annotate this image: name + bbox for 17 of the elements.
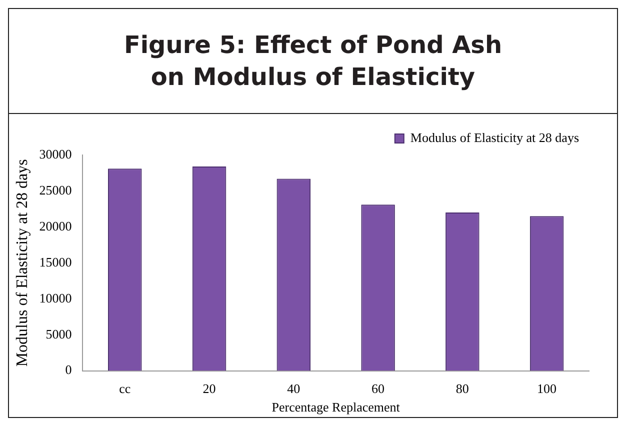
x-tick-label: 80 — [456, 381, 469, 396]
y-tick-label: 10000 — [39, 290, 72, 306]
y-axis-title: Modulus of Elasticity at 28 days — [14, 159, 31, 367]
chart-title: Figure 5: Effect of Pond Ash on Modulus of Elasticity — [9, 9, 617, 114]
x-tick-label: 100 — [537, 381, 557, 396]
x-tick-label: cc — [119, 381, 131, 396]
y-tick-label: 25000 — [39, 182, 72, 198]
x-tick-label: 20 — [202, 381, 216, 396]
legend-label: Modulus of Elasticity at 28 days — [410, 130, 580, 145]
y-tick-label: 20000 — [39, 218, 72, 234]
x-tick-label: 40 — [287, 381, 300, 396]
x-axis-title: Percentage Replacement — [272, 400, 400, 415]
y-tick-label: 15000 — [39, 254, 72, 270]
y-tick-label: 5000 — [46, 326, 72, 342]
y-tick-label: 30000 — [39, 146, 72, 162]
y-tick-label: 0 — [65, 362, 72, 378]
x-tick-label: 60 — [372, 381, 385, 396]
